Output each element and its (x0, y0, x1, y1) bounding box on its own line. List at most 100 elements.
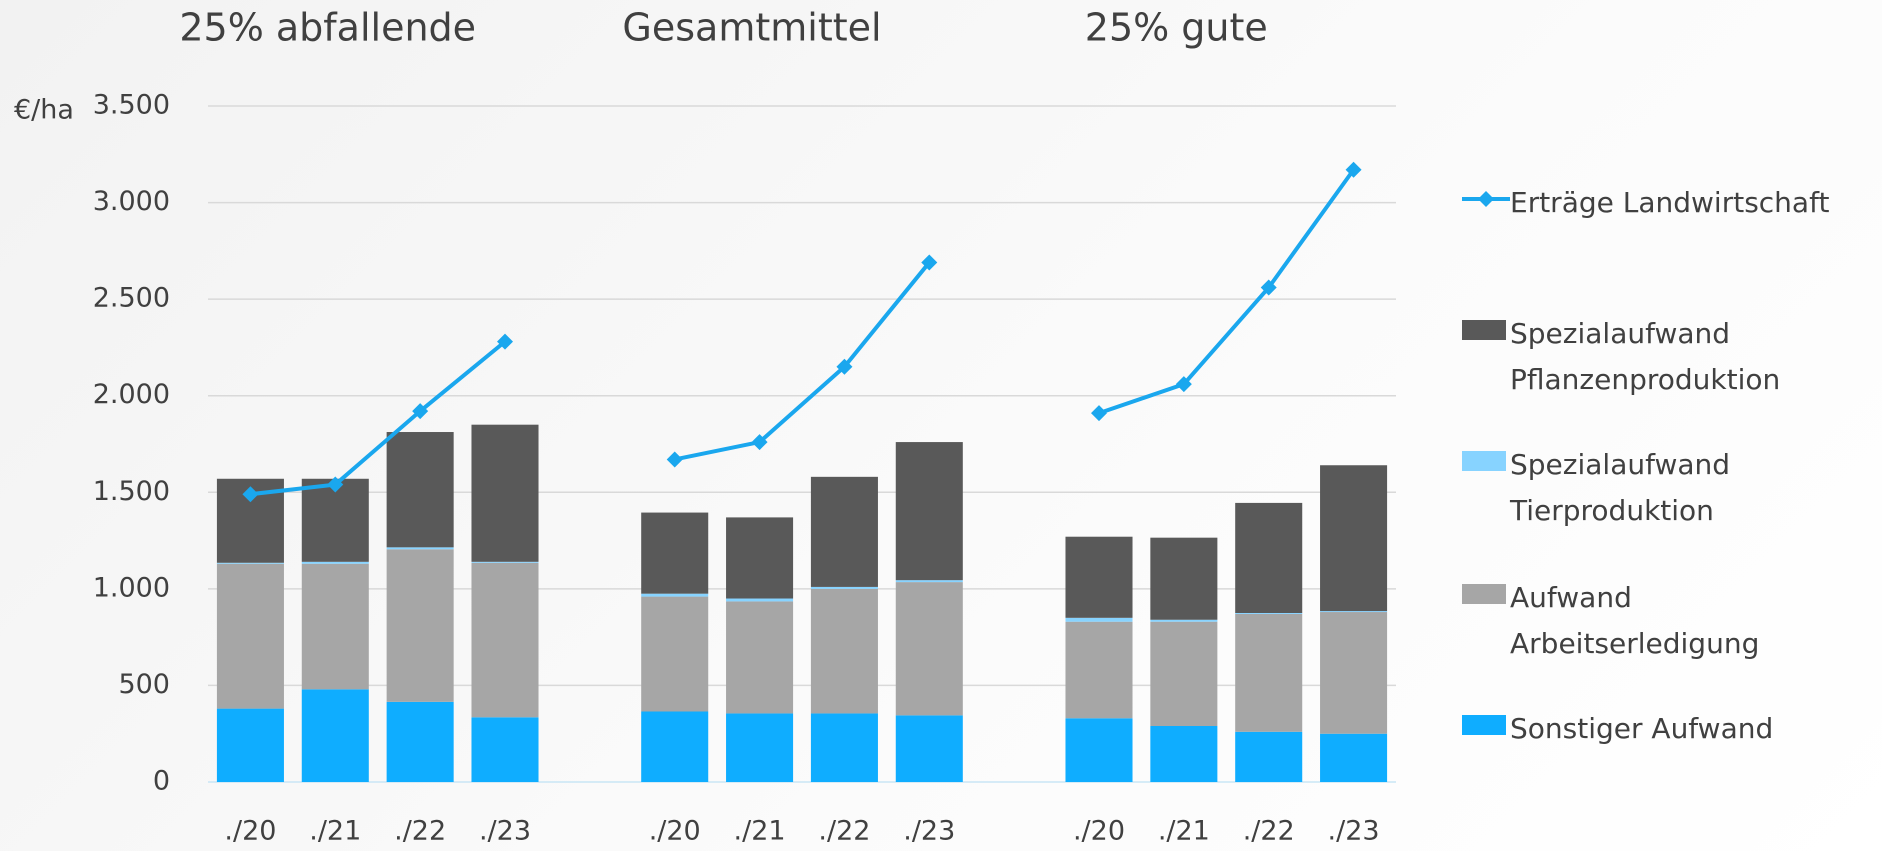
bar-segment (641, 512, 709, 594)
bar-segment (216, 563, 284, 709)
line-marker (1260, 279, 1277, 296)
y-tick-label: 1.000 (93, 572, 170, 603)
legend-box (1462, 451, 1506, 471)
bar-segment (641, 711, 709, 782)
legend-label: Spezialaufwand Tierproduktion (1510, 448, 1731, 527)
group-title: Gesamtmittel (622, 6, 881, 50)
line-marker (836, 358, 853, 375)
bar-segment (895, 442, 963, 581)
bar-segment (471, 424, 539, 562)
bar-segment (386, 547, 454, 550)
y-tick-label: 0 (153, 766, 170, 797)
group-title: 25% gute (1085, 6, 1268, 50)
bar-segment (726, 598, 794, 602)
y-tick-label: 2.500 (93, 283, 170, 314)
bar-segment (726, 601, 794, 714)
bar-segment (810, 586, 878, 589)
legend-label: Aufwand Arbeitserledigung (1510, 581, 1760, 660)
line-marker (751, 434, 768, 451)
bar-segment (1150, 725, 1218, 782)
bar-segment (1235, 613, 1303, 732)
legend-swatch (1462, 191, 1510, 207)
bar-segment (641, 596, 709, 712)
bar-segment (895, 715, 963, 782)
line-marker (327, 476, 344, 493)
y-tick-label: 3.000 (93, 186, 170, 217)
bar-segment (1235, 613, 1303, 614)
legend-item: Spezialaufwand Tierproduktion (1462, 442, 1862, 534)
x-tick-label: ./22 (1243, 816, 1295, 847)
legend-box (1462, 584, 1506, 604)
bar-segment (1065, 617, 1133, 622)
bar-segment (216, 708, 284, 782)
bar-segment (1320, 612, 1388, 734)
bar-segment (1065, 621, 1133, 719)
legend-marker (1478, 191, 1494, 207)
bar-segment (726, 713, 794, 782)
bar-segment (641, 593, 709, 597)
bar-segment (895, 582, 963, 716)
y-axis-label: €/ha (14, 95, 74, 126)
bar-segment (1065, 718, 1133, 782)
line-marker (1345, 161, 1362, 178)
y-tick-label: 1.500 (93, 476, 170, 507)
legend-item: Spezialaufwand Pflanzenproduktion (1462, 311, 1862, 403)
bar-segment (386, 549, 454, 702)
bar-segment (1320, 465, 1388, 612)
line (250, 340, 507, 497)
x-tick-label: ./22 (818, 816, 870, 847)
bar-segment (301, 561, 369, 564)
bar-segment (301, 478, 369, 562)
bar-segment (810, 713, 878, 782)
line-marker (242, 486, 259, 503)
x-tick-label: ./21 (309, 816, 361, 847)
bar-segment (471, 717, 539, 782)
legend-swatch (1462, 715, 1506, 735)
bar-segment (810, 588, 878, 714)
line-marker (1175, 376, 1192, 393)
x-tick-label: ./20 (224, 816, 276, 847)
bar-segment (301, 689, 369, 782)
legend-label: Erträge Landwirtschaft (1510, 186, 1830, 219)
x-tick-label: ./23 (479, 816, 531, 847)
line-marker (921, 254, 938, 271)
bar-segment (1320, 611, 1388, 613)
x-tick-label: ./20 (1073, 816, 1125, 847)
bar-segment (1150, 619, 1218, 622)
bar-segment (301, 563, 369, 690)
bar-segment (1235, 502, 1303, 613)
line-marker (1091, 405, 1107, 422)
x-tick-label: ./23 (1328, 816, 1380, 847)
y-tick-label: 3.500 (93, 90, 170, 121)
bar-segment (1150, 621, 1218, 726)
bar-segment (471, 562, 539, 718)
legend-item: Sonstiger Aufwand (1462, 706, 1862, 752)
legend-box (1462, 715, 1506, 735)
legend-label: Spezialaufwand Pflanzenproduktion (1510, 317, 1781, 396)
bar-segment (386, 701, 454, 782)
legend-item: Aufwand Arbeitserledigung (1462, 575, 1862, 667)
x-tick-label: ./23 (903, 816, 955, 847)
legend-label: Sonstiger Aufwand (1510, 712, 1774, 745)
legend-swatch (1462, 320, 1506, 340)
x-tick-label: ./21 (734, 816, 786, 847)
bar-segment (471, 561, 539, 563)
line (674, 261, 931, 462)
bar-segment (810, 476, 878, 587)
legend-item: Erträge Landwirtschaft (1462, 180, 1862, 226)
legend-swatch (1462, 451, 1506, 471)
bar-segment (386, 432, 454, 548)
x-tick-label: ./21 (1158, 816, 1210, 847)
line-marker (497, 333, 513, 350)
bar-segment (1320, 733, 1388, 782)
bar-segment (895, 580, 963, 583)
x-tick-label: ./22 (394, 816, 446, 847)
y-tick-label: 500 (118, 669, 170, 700)
bar-segment (1235, 731, 1303, 782)
bar-segment (1150, 537, 1218, 620)
x-tick-label: ./20 (649, 816, 701, 847)
legend-box (1462, 320, 1506, 340)
legend-swatch (1462, 584, 1506, 604)
